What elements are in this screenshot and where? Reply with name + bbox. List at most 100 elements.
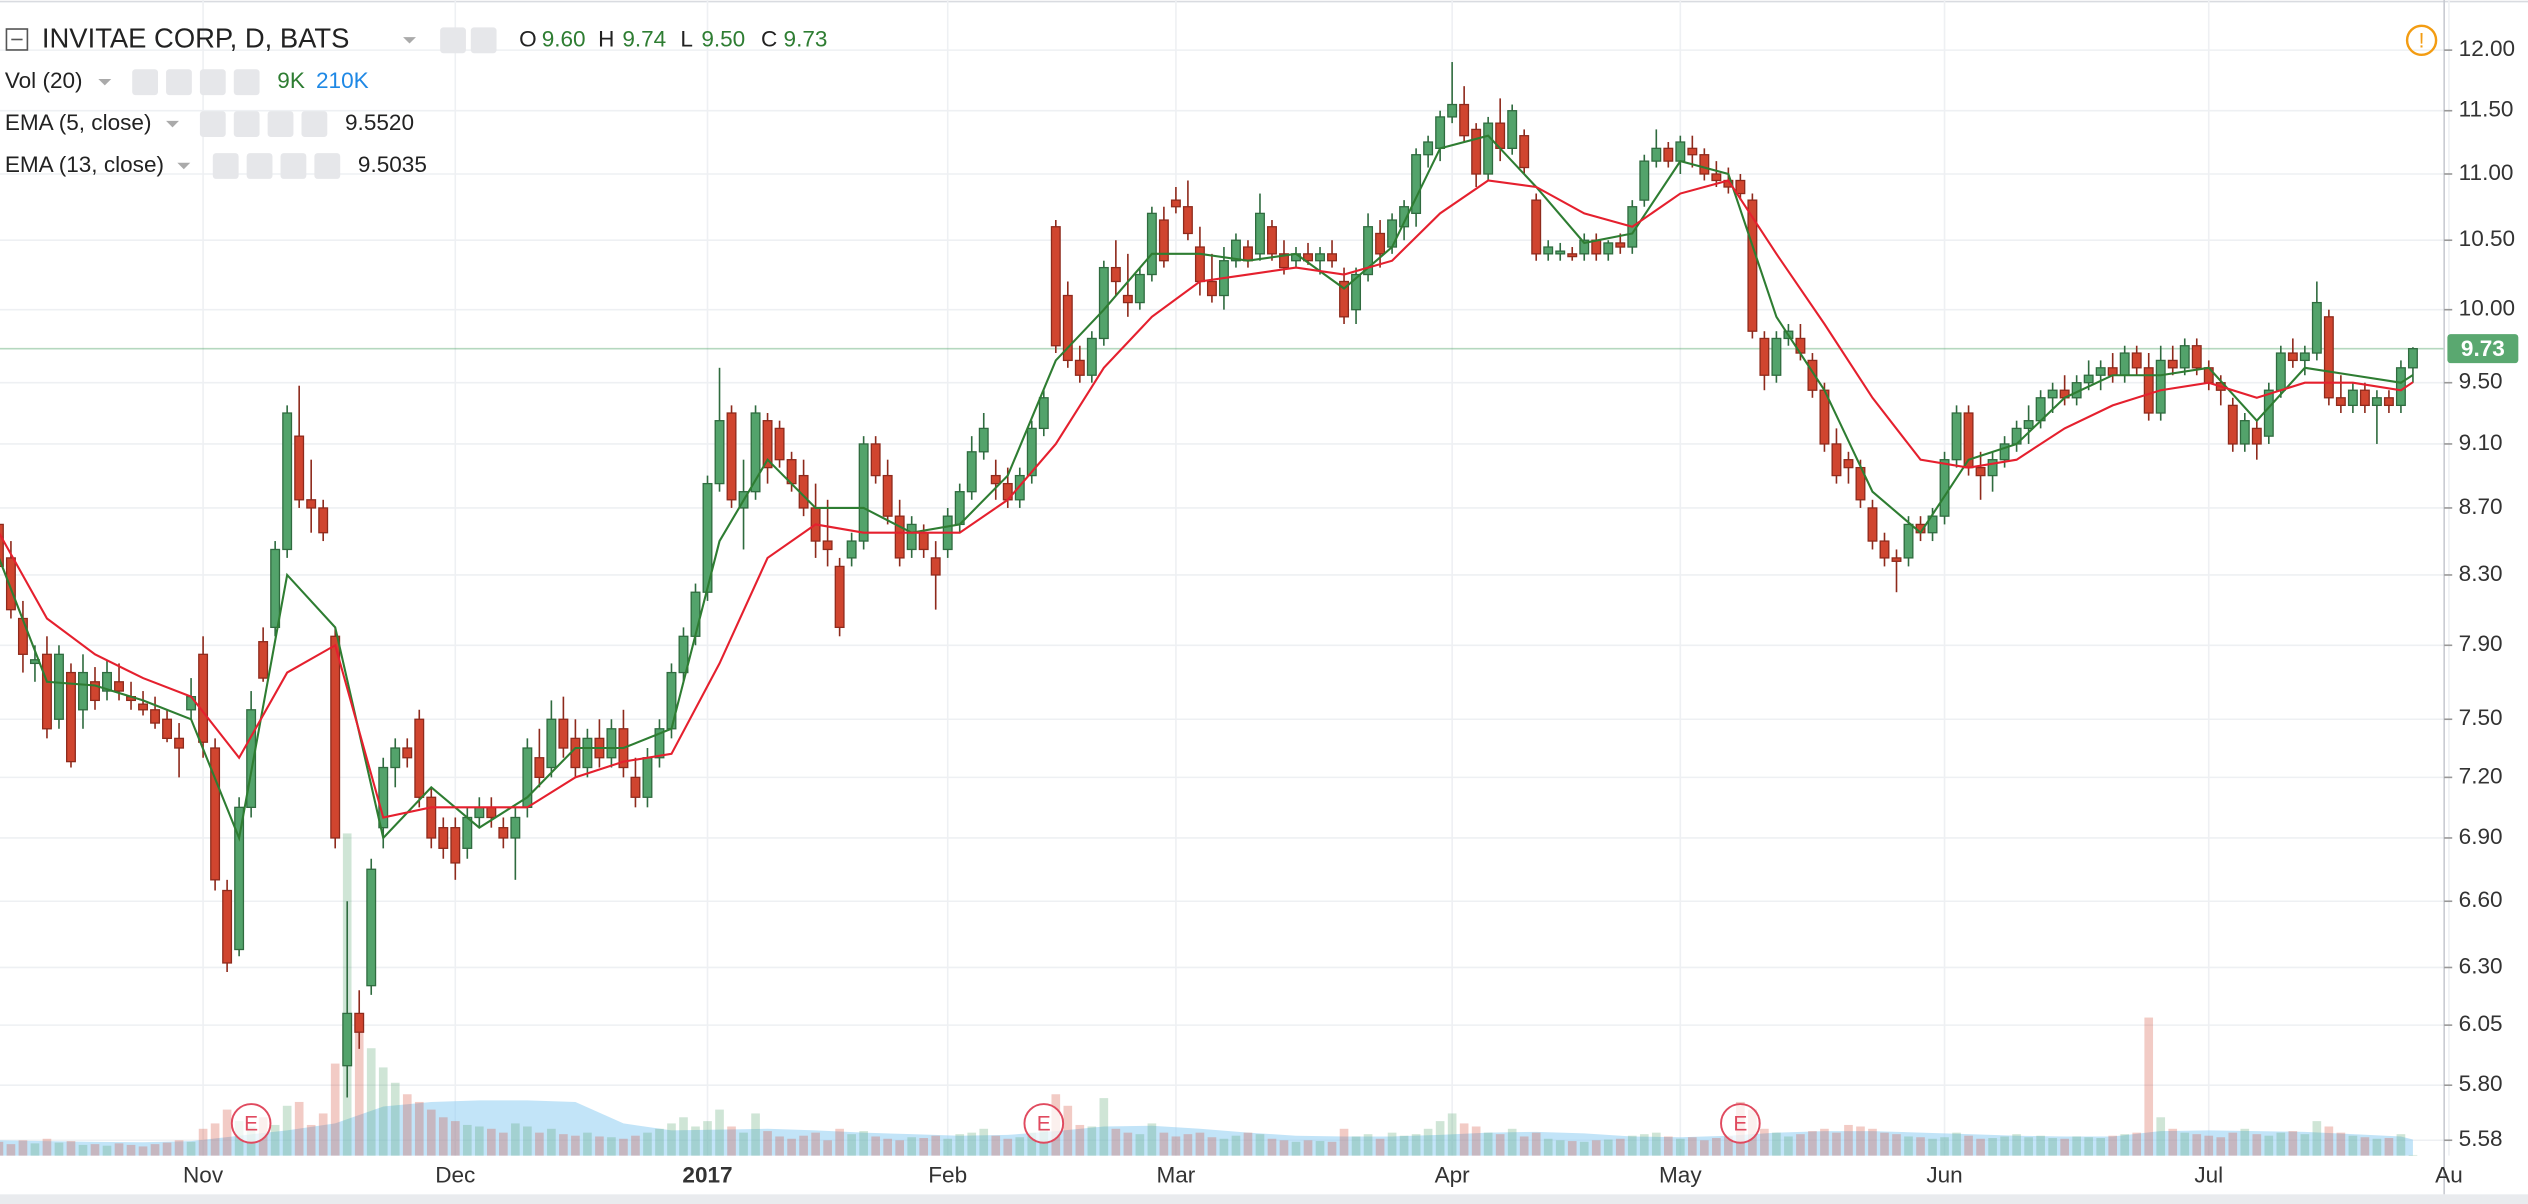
indicator-icon[interactable] bbox=[314, 153, 341, 179]
indicator-icon[interactable] bbox=[246, 153, 273, 179]
volume-bar bbox=[1724, 1136, 1733, 1156]
candle-body bbox=[1230, 239, 1241, 262]
volume-bar bbox=[991, 1135, 1001, 1156]
settings-icon[interactable] bbox=[470, 27, 497, 54]
ema-legend-value: 9.5035 bbox=[358, 152, 427, 177]
candle-body bbox=[1315, 253, 1325, 262]
candle-body bbox=[2275, 352, 2286, 391]
candle-body bbox=[954, 491, 965, 526]
volume-bar bbox=[354, 1017, 364, 1156]
alert-icon[interactable] bbox=[2405, 24, 2438, 57]
volume-bar bbox=[2132, 1132, 2142, 1156]
indicator-icon[interactable] bbox=[132, 69, 158, 96]
indicator-icon[interactable] bbox=[199, 111, 226, 138]
volume-bar bbox=[1639, 1134, 1649, 1156]
y-tick-label: 7.20 bbox=[2459, 763, 2503, 788]
candle-body bbox=[150, 709, 161, 724]
indicator-icon[interactable] bbox=[233, 111, 260, 138]
candle-body bbox=[834, 565, 845, 629]
candle-body bbox=[1014, 474, 1025, 501]
candle-body bbox=[2299, 352, 2310, 362]
candle-body bbox=[234, 806, 245, 951]
volume-bar bbox=[366, 1048, 376, 1156]
volume-bar bbox=[1375, 1138, 1385, 1156]
volume-bar bbox=[2396, 1134, 2406, 1156]
candle-body bbox=[198, 653, 209, 743]
candle-body bbox=[1975, 466, 1986, 477]
y-tick-label: 7.90 bbox=[2459, 631, 2503, 656]
y-tick-label: 7.50 bbox=[2459, 705, 2503, 730]
volume-bar bbox=[2336, 1132, 2346, 1156]
candle-body bbox=[78, 671, 88, 711]
dropdown-caret[interactable] bbox=[177, 162, 191, 170]
x-tick-label: Jul bbox=[2194, 1163, 2223, 1188]
volume-bar bbox=[883, 1138, 892, 1156]
volume-bar bbox=[835, 1128, 844, 1156]
candle-body bbox=[606, 728, 617, 759]
volume-bar bbox=[474, 1126, 484, 1156]
volume-bar bbox=[1399, 1135, 1409, 1156]
volume-bar bbox=[0, 1141, 4, 1156]
candle-body bbox=[582, 737, 593, 769]
x-tick-label: Apr bbox=[1435, 1163, 1471, 1188]
volume-bar bbox=[2000, 1136, 2009, 1156]
ohlc-value: 9.50 bbox=[701, 26, 745, 51]
indicator-icon[interactable] bbox=[267, 111, 294, 138]
candle-body bbox=[414, 718, 425, 798]
volume-bar bbox=[1411, 1134, 1421, 1156]
collapse-button[interactable] bbox=[5, 28, 29, 51]
candle-body bbox=[354, 1012, 365, 1033]
volume-bar bbox=[2180, 1132, 2190, 1156]
volume-bar bbox=[2048, 1138, 2057, 1156]
x-tick-label: 2017 bbox=[682, 1163, 732, 1188]
volume-bar bbox=[715, 1109, 724, 1156]
candle-body bbox=[822, 540, 833, 551]
candle-body bbox=[1435, 116, 1446, 149]
candle-body bbox=[1639, 160, 1650, 201]
volume-bar bbox=[631, 1135, 640, 1156]
alert-text: ! bbox=[2419, 29, 2425, 52]
volume-bar bbox=[42, 1138, 52, 1156]
candle-body bbox=[558, 718, 569, 749]
volume-ma-area bbox=[0, 1100, 2413, 1156]
volume-bar bbox=[222, 1109, 232, 1156]
indicator-icon[interactable] bbox=[301, 111, 328, 138]
x-tick-label: Jun bbox=[1926, 1163, 1962, 1188]
indicator-icon[interactable] bbox=[166, 69, 192, 96]
candle-body bbox=[41, 653, 52, 730]
volume-bar bbox=[1171, 1136, 1181, 1156]
volume-bar bbox=[306, 1124, 316, 1156]
dropdown-caret[interactable] bbox=[166, 120, 179, 128]
volume-bar bbox=[955, 1134, 965, 1156]
volume-bar bbox=[2168, 1128, 2178, 1156]
candle-body bbox=[1663, 147, 1674, 162]
volume-legend-values: 9K 210K bbox=[277, 68, 368, 93]
dropdown-caret[interactable] bbox=[403, 37, 416, 44]
volume-bar bbox=[823, 1140, 832, 1156]
y-tick-label: 8.70 bbox=[2459, 494, 2503, 519]
volume-bar bbox=[1147, 1123, 1157, 1156]
volume-bar bbox=[1159, 1132, 1169, 1156]
candle-body bbox=[714, 420, 725, 485]
volume-pane bbox=[0, 833, 2418, 1156]
candle-body bbox=[1747, 199, 1758, 332]
volume-bar bbox=[739, 1132, 748, 1156]
indicator-icon[interactable] bbox=[199, 69, 226, 96]
ohlc-value: 9.60 bbox=[542, 26, 586, 51]
volume-bar bbox=[2264, 1135, 2274, 1156]
candle-body bbox=[2335, 397, 2346, 407]
candle-body bbox=[1987, 459, 1998, 477]
dropdown-caret[interactable] bbox=[98, 78, 112, 86]
candle-body bbox=[366, 868, 377, 987]
settings-icon[interactable] bbox=[440, 27, 466, 54]
candle-body bbox=[246, 709, 257, 808]
earnings-label: E bbox=[244, 1113, 258, 1136]
candle-body bbox=[774, 427, 785, 461]
indicator-icon[interactable] bbox=[280, 153, 307, 179]
indicator-icon[interactable] bbox=[233, 69, 260, 96]
volume-bar bbox=[1123, 1132, 1133, 1156]
candle-body bbox=[2287, 352, 2298, 362]
candle-body bbox=[2251, 427, 2262, 445]
indicator-icon[interactable] bbox=[212, 153, 239, 179]
candle-body bbox=[930, 557, 941, 576]
